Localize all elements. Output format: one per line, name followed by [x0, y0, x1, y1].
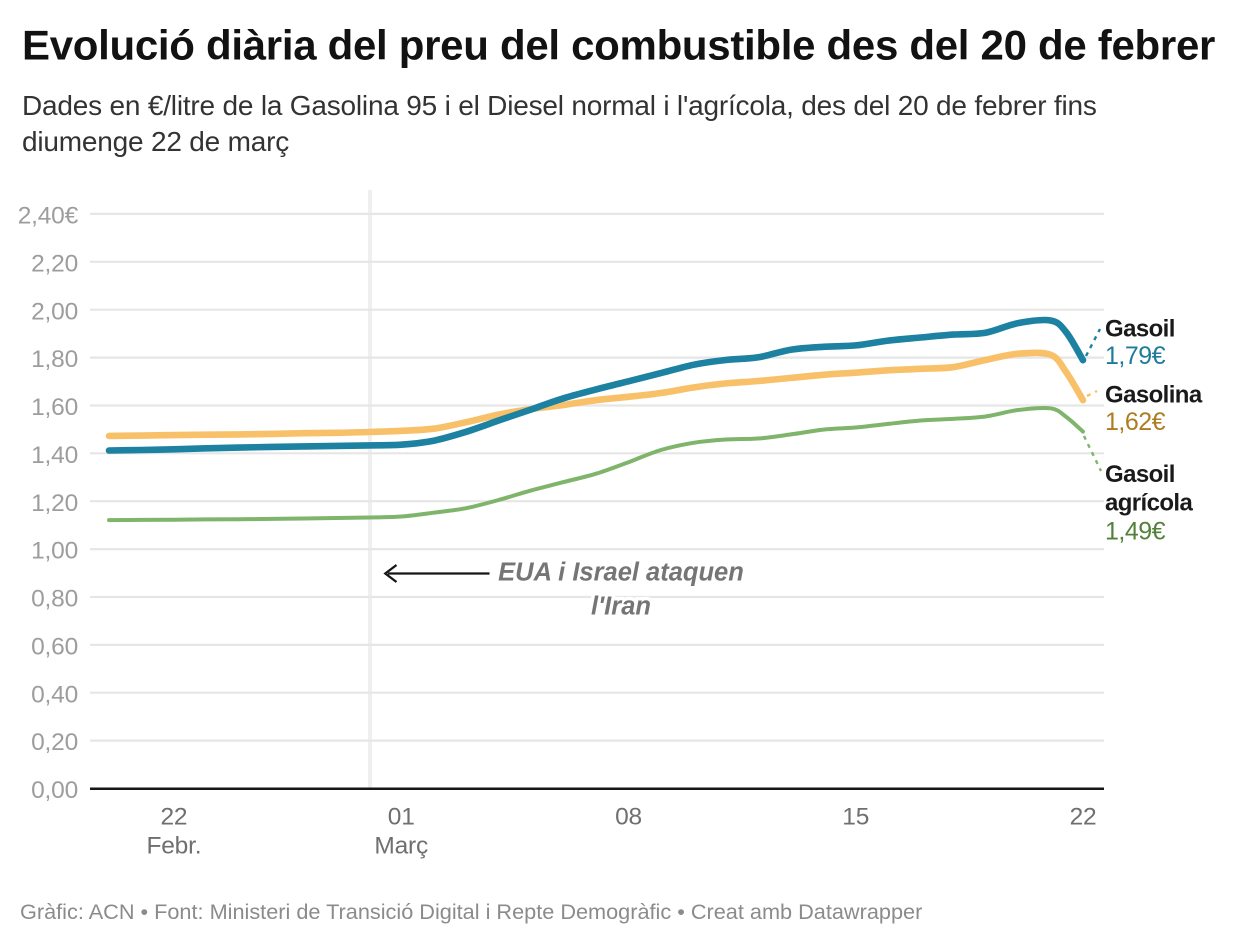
svg-text:1,60: 1,60	[31, 394, 78, 421]
svg-text:diumenge 22 de març: diumenge 22 de març	[22, 126, 289, 157]
svg-text:agrícola: agrícola	[1105, 489, 1193, 516]
svg-text:0,40: 0,40	[31, 681, 78, 708]
svg-text:Dades en €/litre de la Gasolin: Dades en €/litre de la Gasolina 95 i el …	[22, 90, 1097, 121]
svg-text:Evolució diària del preu del c: Evolució diària del preu del combustible…	[22, 22, 1215, 69]
svg-text:01: 01	[388, 804, 415, 831]
svg-text:1,79€: 1,79€	[1105, 342, 1166, 370]
svg-text:1,40: 1,40	[31, 442, 78, 469]
svg-text:22: 22	[1070, 804, 1097, 831]
svg-text:22: 22	[160, 804, 187, 831]
svg-text:Febr.: Febr.	[146, 833, 201, 860]
svg-text:2,40€: 2,40€	[18, 203, 79, 230]
svg-text:1,62€: 1,62€	[1105, 408, 1166, 436]
svg-text:0,00: 0,00	[31, 777, 78, 804]
svg-text:2,00: 2,00	[31, 298, 78, 325]
svg-text:1,49€: 1,49€	[1105, 518, 1166, 546]
svg-text:0,20: 0,20	[31, 729, 78, 756]
svg-text:1,20: 1,20	[31, 490, 78, 517]
svg-text:08: 08	[615, 804, 642, 831]
svg-text:EUA i Israel ataquen: EUA i Israel ataquen	[498, 559, 744, 587]
svg-text:1,80: 1,80	[31, 346, 78, 373]
svg-text:Gasoil: Gasoil	[1105, 461, 1175, 488]
svg-text:0,60: 0,60	[31, 634, 78, 661]
svg-text:15: 15	[842, 804, 869, 831]
svg-text:Març: Març	[374, 833, 428, 860]
svg-text:Gasoil: Gasoil	[1105, 315, 1175, 342]
svg-text:l'Iran: l'Iran	[591, 593, 651, 621]
svg-text:Gràfic: ACN • Font: Ministeri: Gràfic: ACN • Font: Ministeri de Transic…	[20, 899, 922, 924]
svg-text:1,00: 1,00	[31, 538, 78, 565]
svg-text:Gasolina: Gasolina	[1105, 382, 1203, 409]
svg-text:0,80: 0,80	[31, 586, 78, 613]
svg-text:2,20: 2,20	[31, 250, 78, 277]
